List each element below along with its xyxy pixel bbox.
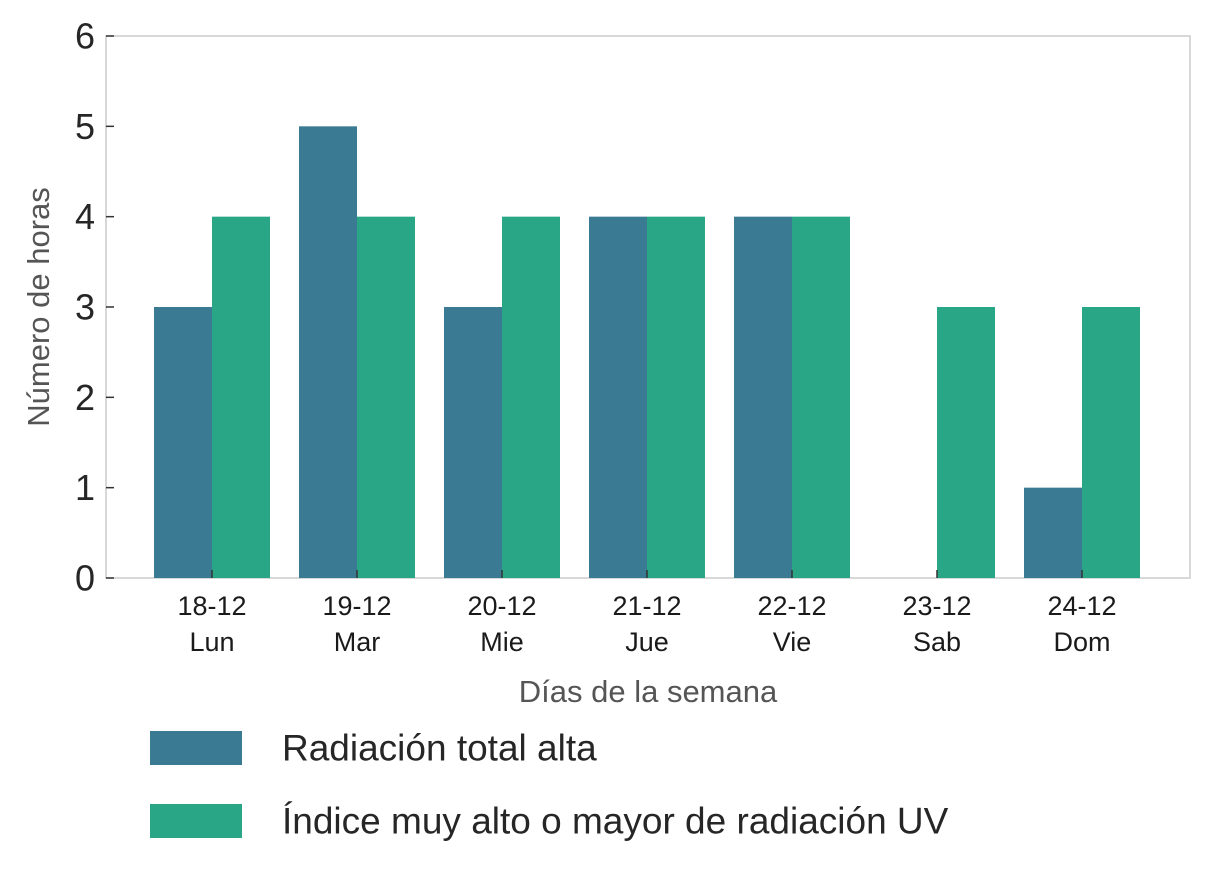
bar-series2-18-12 [212, 216, 270, 578]
x-tick-label: 22-12 Vie [757, 591, 826, 657]
bar-series1-20-12 [444, 307, 502, 578]
bar-series1-24-12 [1024, 487, 1082, 578]
legend-label-series2: Índice muy alto o mayor de radiación UV [282, 801, 949, 842]
bar-series2-24-12 [1082, 307, 1140, 578]
bars-group [154, 126, 1140, 578]
bar-series2-21-12 [647, 216, 705, 578]
bar-series1-22-12 [734, 216, 792, 578]
bar-series2-23-12 [937, 307, 995, 578]
legend-label-series1: Radiación total alta [282, 728, 597, 769]
y-tick-label: 3 [75, 287, 95, 328]
bar-series2-19-12 [357, 216, 415, 578]
legend-swatch-series2 [150, 804, 242, 838]
y-tick-label: 1 [75, 467, 95, 508]
bar-series1-21-12 [589, 216, 647, 578]
x-tick-label: 21-12 Jue [612, 591, 681, 657]
bar-series2-20-12 [502, 216, 560, 578]
y-axis-title: Número de horas [21, 187, 56, 427]
x-axis-title: Días de la semana [519, 674, 778, 709]
y-tick-label: 0 [75, 558, 95, 599]
y-axis: 0 1 2 3 4 5 6 [75, 16, 114, 599]
bar-series2-22-12 [792, 216, 850, 578]
x-axis: 18-12 Lun 19-12 Mar 20-12 Mie 21-12 Jue 22-12 Vie… [177, 570, 1117, 657]
x-tick-label: 23-12 Sab [902, 591, 971, 657]
bar-series1-19-12 [299, 126, 357, 578]
y-tick-label: 5 [75, 106, 95, 147]
x-tick-label: 20-12 Mie [467, 591, 536, 657]
x-tick-label: 24-12 Dom [1047, 591, 1116, 657]
legend: Radiación total alta Índice muy alto o ma… [150, 728, 949, 842]
x-tick-label: 19-12 Mar [322, 591, 391, 657]
y-tick-label: 2 [75, 377, 95, 418]
x-tick-label: 18-12 Lun [177, 591, 246, 657]
bar-series1-18-12 [154, 307, 212, 578]
y-tick-label: 4 [75, 196, 95, 237]
legend-swatch-series1 [150, 731, 242, 765]
y-tick-label: 6 [75, 16, 95, 57]
